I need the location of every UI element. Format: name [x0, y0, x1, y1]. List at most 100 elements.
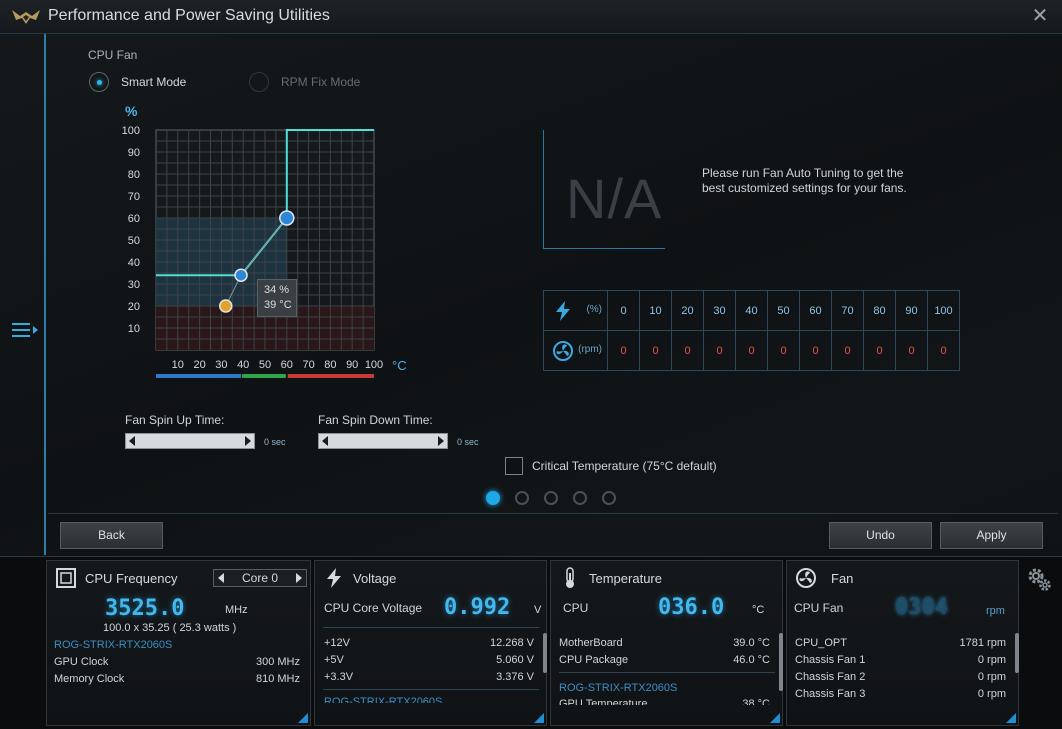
voltage-unit: V: [534, 604, 542, 616]
gpu-name: ROG-STRIX-RTX2060S: [559, 682, 678, 694]
back-button[interactable]: Back: [60, 522, 163, 549]
percent-cell: 50: [767, 290, 800, 331]
temperature-scrollbar[interactable]: [779, 633, 783, 691]
chassis-fan-2-label: Chassis Fan 2: [795, 671, 866, 683]
chassis-fan-2-value: 0 rpm: [977, 671, 1006, 683]
slider-left-arrow-icon[interactable]: [322, 436, 328, 446]
settings-gear-icon[interactable]: [1026, 566, 1052, 592]
core-prev-icon[interactable]: [218, 573, 224, 583]
lightning-icon: [556, 301, 570, 321]
core-selector-value: Core 0: [241, 571, 279, 585]
core-next-icon[interactable]: [296, 573, 302, 583]
spin-down-label: Fan Spin Down Time:: [318, 413, 433, 427]
voltage-scrollbar[interactable]: [543, 633, 547, 673]
cpu-chip-icon: [56, 568, 76, 588]
status-bar: CPU Frequency Core 0 3525.0 MHz 100.0 x …: [0, 556, 1062, 729]
apply-button[interactable]: Apply: [940, 522, 1043, 549]
y-tick-label: 50: [128, 235, 140, 247]
expand-corner-icon[interactable]: [534, 713, 544, 723]
rpm-fix-mode-radio[interactable]: [249, 72, 269, 92]
cpu-fan-value: 0304: [895, 595, 948, 620]
spin-down-slider[interactable]: [318, 433, 448, 449]
v33-value: 3.376 V: [496, 671, 534, 683]
rpm-cell: 0: [703, 330, 736, 371]
spin-up-slider[interactable]: [125, 433, 255, 449]
percent-cell: 80: [863, 290, 896, 331]
v12-label: +12V: [324, 637, 350, 649]
rpm-fix-mode-label: RPM Fix Mode: [281, 75, 361, 89]
gpu-temp-label: GPU Temperature: [559, 698, 648, 705]
curve-control-point[interactable]: [279, 210, 295, 226]
core-selector[interactable]: Core 0: [213, 569, 307, 587]
x-tick-label: 30: [215, 359, 227, 371]
page-dot-2[interactable]: [515, 491, 529, 505]
rpm-cell: 0: [863, 330, 896, 371]
cpu-core-voltage-label: CPU Core Voltage: [324, 601, 423, 615]
fan-curve-chart[interactable]: 100 90 80 70 60 50 40 30 20 10 10 20 30 40 50 60 70 80 90 1…: [96, 98, 396, 378]
y-tick-label: 10: [128, 323, 140, 335]
cpu-temp-value: 036.0: [658, 595, 725, 620]
temp-unit: °C: [752, 604, 765, 616]
spin-up-label: Fan Spin Up Time:: [125, 413, 225, 427]
x-tick-label: 20: [193, 359, 205, 371]
v12-value: 12.268 V: [489, 637, 534, 649]
x-tick-label: 80: [324, 359, 336, 371]
cpu-frequency-value: 3525.0: [105, 596, 185, 621]
page-dot-5[interactable]: [602, 491, 616, 505]
cpu-package-value: 46.0 °C: [733, 654, 770, 666]
rpm-cell: 0: [607, 330, 640, 371]
critical-temp-label: Critical Temperature (75°C default): [532, 459, 717, 473]
percent-row: (%) 0 10 20 30 40 50 60 70 80 90 100: [543, 290, 960, 331]
slider-right-arrow-icon[interactable]: [438, 436, 444, 446]
tooltip-temp: 39 °C: [264, 299, 292, 311]
cpu-frequency-title: CPU Frequency: [85, 571, 178, 586]
slider-left-arrow-icon[interactable]: [129, 436, 135, 446]
page-dot-3[interactable]: [544, 491, 558, 505]
expand-corner-icon[interactable]: [770, 713, 780, 723]
title-bar: Performance and Power Saving Utilities ✕: [0, 0, 1062, 34]
auto-tuning-frame: [543, 130, 665, 249]
window-title: Performance and Power Saving Utilities: [48, 7, 330, 24]
cpu-package-label: CPU Package: [559, 654, 629, 666]
curve-control-point[interactable]: [219, 299, 233, 313]
close-icon[interactable]: ✕: [1031, 5, 1049, 27]
x-tick-label: 10: [172, 359, 184, 371]
critical-temp-checkbox[interactable]: [505, 457, 523, 475]
side-rail: [0, 34, 46, 555]
rpm-cell: 0: [799, 330, 832, 371]
gpu-clock-value: 300 MHz: [255, 656, 300, 668]
gpu-clock-label: GPU Clock: [54, 656, 109, 668]
lightning-icon: [327, 568, 341, 588]
high-range-bar: [287, 374, 374, 378]
divider: [323, 689, 539, 690]
page-dot-1[interactable]: [486, 491, 500, 505]
x-tick-label: 70: [302, 359, 314, 371]
fan-icon: [796, 568, 816, 588]
fan-scrollbar[interactable]: [1015, 633, 1019, 673]
v33-label: +3.3V: [324, 671, 354, 683]
y-tick-label: 80: [128, 169, 140, 181]
x-tick-label: 60: [281, 359, 293, 371]
slider-right-arrow-icon[interactable]: [245, 436, 251, 446]
rpm-header: (rpm): [543, 330, 608, 371]
smart-mode-radio[interactable]: [89, 72, 109, 92]
undo-button[interactable]: Undo: [829, 522, 932, 549]
percent-unit: (%): [586, 304, 602, 315]
rpm-cell: 0: [831, 330, 864, 371]
expand-corner-icon[interactable]: [298, 713, 308, 723]
curve-control-point[interactable]: [234, 268, 248, 282]
page-dot-4[interactable]: [573, 491, 587, 505]
rpm-unit: (rpm): [578, 344, 602, 355]
spin-down-value: 0 sec: [457, 437, 479, 447]
low-range-bar: [156, 374, 242, 378]
percent-cell: 10: [639, 290, 672, 331]
fan-unit: rpm: [986, 605, 1005, 617]
cpu-temp-label: CPU: [563, 601, 589, 615]
v5-value: 5.060 V: [496, 654, 534, 666]
temperature-title: Temperature: [589, 571, 662, 586]
chassis-fan-3-label: Chassis Fan 3: [795, 688, 866, 700]
expand-corner-icon[interactable]: [1006, 713, 1016, 723]
menu-toggle-icon[interactable]: [10, 318, 40, 342]
